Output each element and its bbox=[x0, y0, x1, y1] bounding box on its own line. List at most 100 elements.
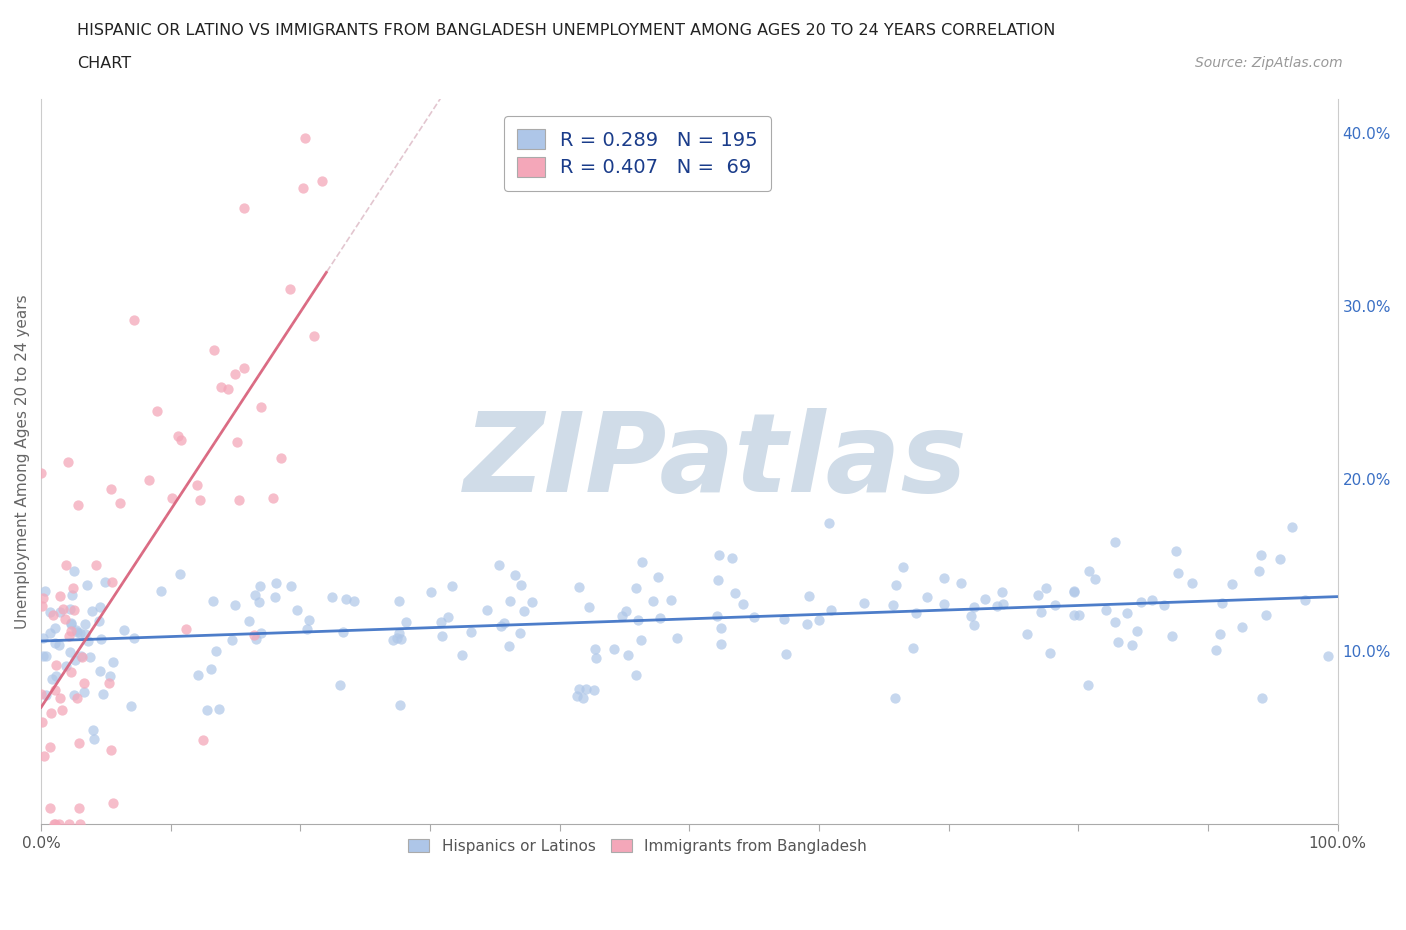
Point bbox=[772, 612, 794, 627]
Point bbox=[41, 672, 63, 687]
Point bbox=[31, 714, 53, 729]
Point bbox=[742, 610, 765, 625]
Point bbox=[991, 584, 1014, 599]
Y-axis label: Unemployment Among Ages 20 to 24 years: Unemployment Among Ages 20 to 24 years bbox=[15, 294, 30, 629]
Point bbox=[1121, 637, 1143, 652]
Point bbox=[707, 548, 730, 563]
Point bbox=[437, 609, 460, 624]
Point bbox=[1026, 587, 1049, 602]
Point bbox=[176, 622, 198, 637]
Point bbox=[934, 570, 956, 585]
Point bbox=[55, 658, 77, 673]
Point bbox=[195, 702, 218, 717]
Point bbox=[90, 631, 112, 646]
Point bbox=[509, 625, 531, 640]
Point bbox=[1256, 607, 1278, 622]
Point bbox=[264, 590, 287, 604]
Point bbox=[1294, 592, 1316, 607]
Point bbox=[630, 554, 652, 569]
Point bbox=[602, 642, 624, 657]
Point bbox=[1205, 643, 1227, 658]
Text: HISPANIC OR LATINO VS IMMIGRANTS FROM BANGLADESH UNEMPLOYMENT AMONG AGES 20 TO 2: HISPANIC OR LATINO VS IMMIGRANTS FROM BA… bbox=[77, 23, 1056, 38]
Point bbox=[60, 665, 83, 680]
Point bbox=[204, 644, 226, 658]
Point bbox=[44, 620, 66, 635]
Point bbox=[820, 603, 842, 618]
Point bbox=[280, 281, 302, 296]
Point bbox=[488, 557, 510, 572]
Point bbox=[112, 623, 135, 638]
Point bbox=[82, 723, 104, 737]
Point bbox=[31, 648, 53, 663]
Point bbox=[75, 617, 97, 631]
Point bbox=[63, 603, 86, 618]
Point bbox=[1063, 583, 1085, 598]
Point bbox=[32, 591, 55, 605]
Point bbox=[186, 478, 208, 493]
Point bbox=[77, 633, 100, 648]
Point bbox=[101, 655, 124, 670]
Point bbox=[262, 491, 284, 506]
Point bbox=[44, 635, 66, 650]
Point bbox=[430, 615, 453, 630]
Point bbox=[666, 631, 689, 645]
Point bbox=[1126, 623, 1149, 638]
Point bbox=[186, 668, 208, 683]
Point bbox=[991, 596, 1014, 611]
Point bbox=[48, 638, 70, 653]
Point bbox=[80, 604, 103, 618]
Point bbox=[69, 817, 91, 831]
Point bbox=[233, 361, 256, 376]
Point bbox=[520, 594, 543, 609]
Point bbox=[84, 557, 107, 572]
Point bbox=[89, 663, 111, 678]
Point bbox=[986, 598, 1008, 613]
Point bbox=[311, 174, 333, 189]
Point bbox=[1104, 615, 1126, 630]
Point bbox=[41, 607, 63, 622]
Point bbox=[1130, 594, 1153, 609]
Point bbox=[494, 616, 516, 631]
Point bbox=[49, 690, 72, 705]
Point bbox=[245, 632, 267, 647]
Point bbox=[1063, 585, 1085, 600]
Point bbox=[1220, 577, 1243, 591]
Point bbox=[962, 600, 984, 615]
Point bbox=[67, 736, 90, 751]
Point bbox=[343, 593, 366, 608]
Point bbox=[42, 817, 65, 831]
Point bbox=[35, 687, 58, 702]
Point bbox=[1067, 608, 1090, 623]
Point bbox=[1209, 627, 1232, 642]
Point bbox=[221, 632, 243, 647]
Point bbox=[103, 796, 125, 811]
Point bbox=[295, 621, 318, 636]
Point bbox=[100, 575, 122, 590]
Point bbox=[382, 633, 405, 648]
Point bbox=[321, 590, 343, 604]
Point bbox=[1017, 626, 1039, 641]
Point bbox=[122, 312, 145, 327]
Point bbox=[44, 683, 66, 698]
Point bbox=[160, 491, 183, 506]
Point bbox=[974, 591, 997, 606]
Point bbox=[1116, 605, 1139, 620]
Point bbox=[1140, 592, 1163, 607]
Point bbox=[430, 629, 453, 644]
Point bbox=[799, 589, 821, 604]
Point bbox=[58, 629, 80, 644]
Point bbox=[72, 649, 94, 664]
Legend: Hispanics or Latinos, Immigrants from Bangladesh: Hispanics or Latinos, Immigrants from Ba… bbox=[402, 832, 873, 859]
Point bbox=[59, 602, 82, 617]
Point bbox=[249, 579, 271, 594]
Point bbox=[247, 595, 270, 610]
Point bbox=[97, 675, 120, 690]
Point bbox=[578, 600, 600, 615]
Point bbox=[513, 604, 536, 618]
Point bbox=[706, 608, 728, 623]
Point bbox=[60, 617, 83, 631]
Point bbox=[572, 691, 595, 706]
Point bbox=[932, 596, 955, 611]
Point bbox=[55, 557, 77, 572]
Point bbox=[1039, 645, 1062, 660]
